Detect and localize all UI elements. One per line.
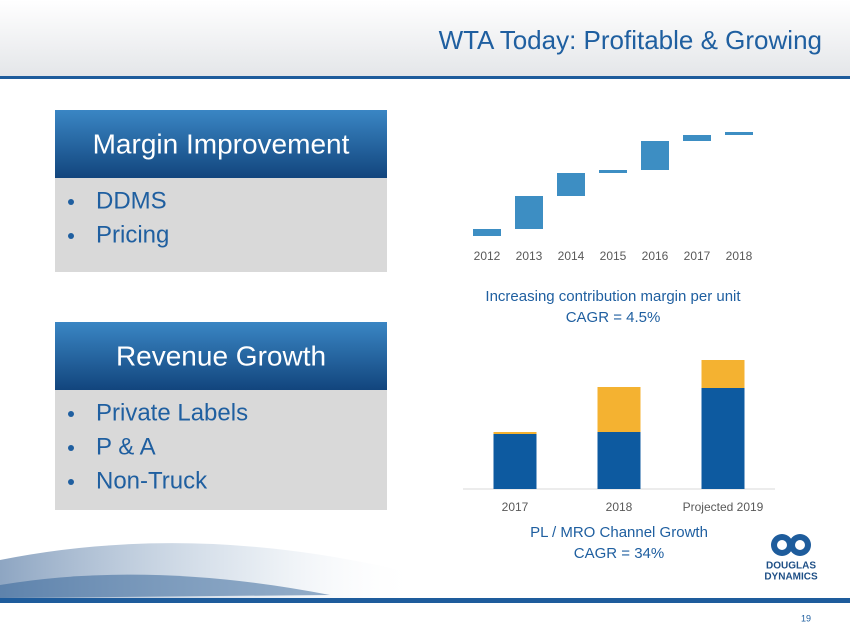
bar-segment (701, 388, 745, 489)
waterfall-bar (473, 229, 501, 236)
chart-annotation: CAGR = 34% (574, 545, 664, 562)
bar-segment (493, 432, 537, 434)
waterfall-bar (599, 170, 627, 173)
logo: DOUGLAS DYNAMICS (764, 534, 818, 583)
bullet-item: P & A (96, 433, 156, 460)
bullet-item: DDMS (96, 187, 167, 214)
page-number: 19 (801, 613, 811, 623)
bullet (68, 411, 74, 417)
waterfall-bar (725, 132, 753, 135)
logo-text: DYNAMICS (764, 572, 818, 583)
bar-segment (597, 387, 641, 432)
x-tick-label: 2017 (684, 249, 711, 263)
x-tick-label: 2016 (642, 249, 669, 263)
logo-text: DOUGLAS (766, 561, 816, 572)
box-header (55, 110, 387, 178)
bullet (68, 233, 74, 239)
waterfall-bar (683, 135, 711, 141)
header-rule (0, 76, 850, 79)
x-tick-label: 2018 (606, 500, 633, 514)
chart-annotation: PL / MRO Channel Growth (530, 524, 708, 541)
bar-segment (493, 434, 537, 489)
x-tick-label: 2013 (516, 249, 543, 263)
x-tick-label: 2014 (558, 249, 585, 263)
waterfall-bar (557, 173, 585, 196)
x-tick-label: Projected 2019 (683, 500, 764, 514)
slide-title: WTA Today: Profitable & Growing (439, 25, 822, 55)
waterfall-bar (641, 141, 669, 170)
x-tick-label: 2018 (726, 249, 753, 263)
bullet-item: Non-Truck (96, 467, 208, 494)
box-body (55, 390, 387, 510)
bar-segment (701, 360, 745, 388)
decor-swirl (0, 574, 330, 598)
bullet-item: Pricing (96, 221, 169, 248)
box-header (55, 322, 387, 390)
footer-rule (0, 598, 850, 603)
bar-segment (597, 432, 641, 489)
x-tick-label: 2017 (502, 500, 529, 514)
box-body (55, 178, 387, 272)
x-tick-label: 2012 (474, 249, 501, 263)
bullet (68, 479, 74, 485)
box-title: Margin Improvement (93, 128, 350, 159)
waterfall-bar (515, 196, 543, 229)
chart-annotation: Increasing contribution margin per unit (485, 288, 741, 305)
bullet-item: Private Labels (96, 399, 248, 426)
box-title: Revenue Growth (116, 340, 326, 371)
logo-mark (795, 540, 805, 550)
chart-annotation: CAGR = 4.5% (566, 309, 661, 326)
x-tick-label: 2015 (600, 249, 627, 263)
logo-mark (777, 540, 787, 550)
header-band (0, 0, 850, 76)
bullet (68, 445, 74, 451)
bullet (68, 199, 74, 205)
